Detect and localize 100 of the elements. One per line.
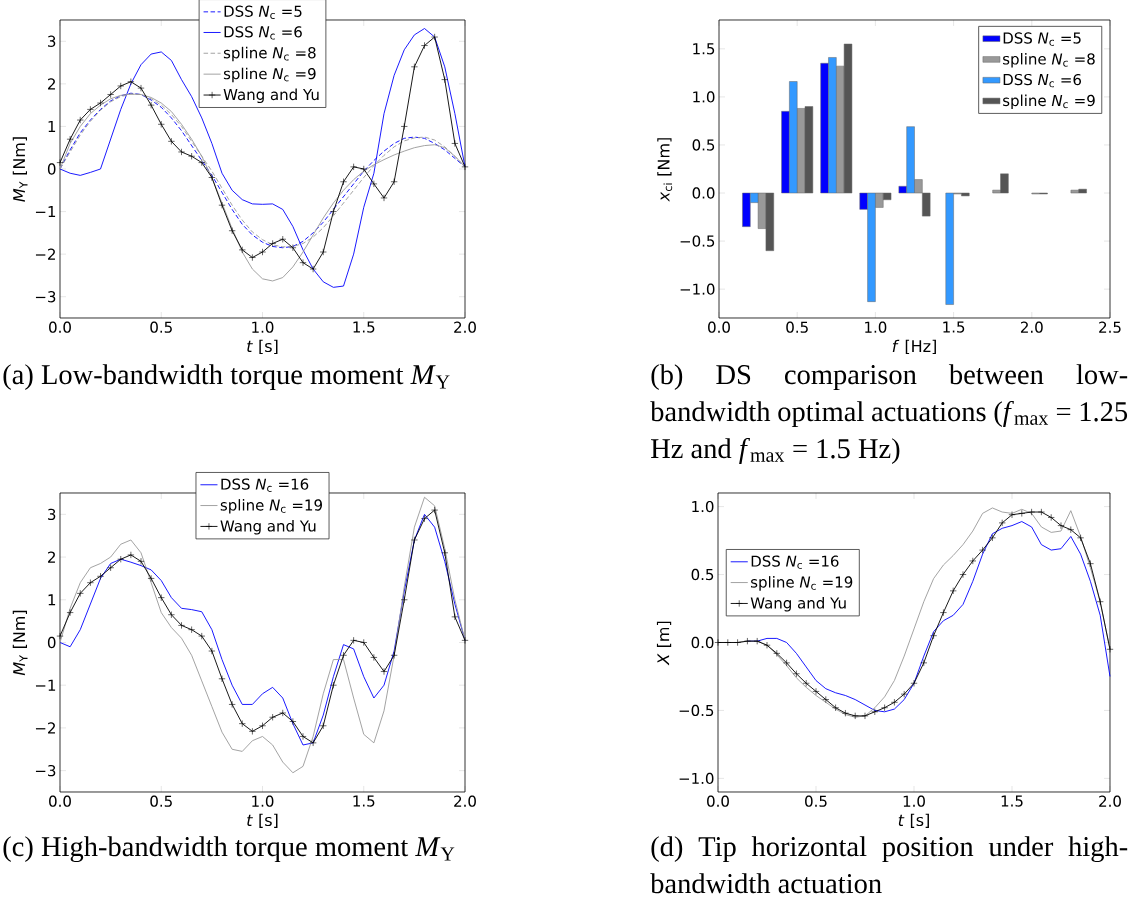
x-tick-label: 0.0 [707,795,729,807]
point [97,572,105,580]
legend-label: spline N$_{c}$ =8 [1003,53,1095,68]
point [930,632,938,640]
point [734,638,742,646]
y-tick-label: 0 [47,636,56,649]
y-axis-title: x$_{ci}$ [Nm] [657,138,673,202]
point [238,246,246,254]
point [380,194,388,202]
y-axis-title: X [m] [656,621,672,666]
point [259,248,266,256]
point [832,704,840,712]
point [248,727,256,735]
y-tick-label: 1 [48,594,56,606]
point [949,587,957,595]
point [900,690,908,698]
point [410,536,418,544]
x-tick-label: 2.0 [454,321,476,333]
point [988,534,996,542]
point [329,681,337,689]
point [461,636,469,644]
x-axis-title: t [s] [898,813,929,828]
point [1086,560,1094,568]
y-tick-label: −1.0 [679,772,714,785]
point [188,626,196,634]
x-tick-label: 1.5 [353,321,375,333]
point [167,611,175,619]
y-tick-label: −1 [35,206,56,218]
y-axis-title: M$_{Y}$ [Nm] [12,137,28,202]
point [1008,511,1016,519]
y-tick-label: −3 [35,291,56,303]
point [66,135,74,143]
point [461,163,469,171]
x-tick-label: 0.5 [805,795,827,807]
text: (b) DS comparison between low-bandwidth optimal actuations (f$_{max}$ = 1.25 Hz and f$_{max}$ = 1.5 Hz) [650,364,1128,465]
point [1028,508,1036,516]
point [1106,645,1114,653]
point [279,709,287,717]
point [360,165,368,173]
x-tick-label: 1.5 [1001,795,1023,807]
point [871,708,879,716]
x-axis-title: t [s] [247,813,278,828]
point [360,638,368,646]
point [959,571,967,579]
point [783,659,791,667]
point [76,589,84,597]
point [822,696,830,704]
point [117,82,125,90]
legend-label: spline N$_{c}$ =9 [1003,94,1095,110]
point [269,239,277,247]
point [890,698,898,706]
point [979,546,987,554]
point [76,116,84,124]
point [714,638,722,646]
y-tick-label: 2 [48,78,55,90]
point [309,739,317,747]
point [117,555,125,563]
text: (d) Tip horizontal position under high-bandwidth actuation [650,836,1128,894]
legend-label: DSS N$_{c}$ =5 [224,5,302,19]
text: (a) Low-bandwidth torque moment M$_{Y}$ [3,364,450,391]
point [1067,526,1075,534]
legend-label: DSS N$_{c}$ =5 [1003,32,1081,46]
x-axis-title: f [Hz] [892,339,936,354]
y-tick-label: 3 [48,508,56,521]
y-tick-label: 1.0 [693,91,715,103]
y-tick-label: −2 [35,722,55,734]
x-tick-label: 2.0 [1020,321,1043,333]
point [370,180,378,188]
legend-label: spline N$_{c}$ =19 [220,499,322,514]
x-tick-label: 2.5 [1099,321,1121,333]
point [773,649,781,657]
text: (c) High-bandwidth torque moment M$_{Y}$ [3,836,455,863]
point [861,712,869,720]
point [329,208,337,216]
point [178,148,186,156]
point [188,152,196,160]
legend-label: spline N$_{c}$ =8 [223,46,316,62]
x-tick-label: 1.0 [252,321,274,333]
point [289,244,297,252]
point [1077,534,1085,542]
point [107,564,115,572]
y-tick-label: −1 [35,679,56,691]
point [238,720,246,728]
y-tick-label: 0 [47,163,56,175]
x-tick-label: 1.0 [252,795,274,807]
point [763,641,771,649]
y-tick-label: −2 [35,248,55,260]
y-tick-label: −1.0 [680,283,715,295]
point [107,91,115,98]
point [97,99,105,107]
y-tick-label: 0.5 [691,568,714,581]
y-tick-label: −0.5 [679,704,714,717]
point [841,709,849,717]
point [390,651,398,659]
y-tick-label: 3 [48,35,56,47]
point [802,679,810,687]
point [198,159,206,167]
y-tick-label: 1.5 [693,43,715,55]
point [127,551,135,559]
point [309,265,317,273]
